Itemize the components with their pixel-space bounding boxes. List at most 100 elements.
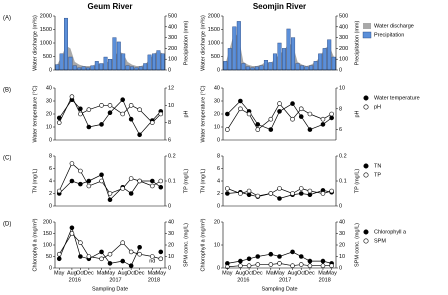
y-tick-label: 6: [217, 166, 220, 172]
y-tick-label: 10: [214, 124, 220, 130]
marker: [99, 178, 104, 184]
bar: [291, 37, 296, 71]
marker: [277, 254, 282, 259]
bar: [94, 61, 99, 71]
y2-tick-label: 6: [168, 137, 171, 143]
bar: [227, 48, 232, 71]
y-axis-label: Water discharge (m³/s): [200, 15, 206, 71]
marker: [246, 192, 252, 198]
y2-tick-label: 300: [339, 35, 348, 41]
marker: [329, 111, 334, 117]
marker: [137, 132, 142, 138]
panel-label: (C): [3, 156, 11, 162]
y2-tick-label: 8: [339, 106, 342, 112]
y-tick-label: 2: [49, 191, 52, 197]
legend-label: pH: [374, 104, 381, 110]
y-tick-label: 0: [217, 265, 220, 271]
x-tick-label: Aug: [118, 270, 128, 276]
legend-label: Water temperature: [374, 95, 420, 101]
marker: [307, 127, 313, 132]
bar: [68, 56, 73, 71]
bar: [331, 56, 336, 71]
y-axis-label: Water temperature (°C): [200, 85, 206, 142]
y2-axis-label: Precipitation (mm): [354, 21, 360, 66]
marker: [277, 261, 282, 266]
y-tick-label: 500: [43, 54, 52, 60]
y-tick-label: 1000: [208, 40, 220, 46]
marker: [69, 161, 75, 166]
bar: [90, 65, 95, 71]
marker: [78, 111, 83, 117]
bar: [143, 63, 148, 71]
y2-tick-label: 400: [168, 24, 177, 30]
bar: [152, 53, 156, 71]
y-tick-label: 1500: [208, 27, 220, 33]
y-tick-label: 0: [49, 137, 52, 143]
x-tick-label: Mar: [318, 270, 328, 276]
bar: [147, 54, 152, 71]
marker: [158, 256, 164, 262]
marker: [320, 191, 326, 196]
marker: [56, 120, 62, 125]
y2-tick-label: 10: [339, 254, 345, 260]
legend-label: SPM: [374, 238, 386, 244]
y-tick-label: 2000: [40, 13, 52, 19]
line: [58, 95, 162, 124]
marker: [298, 106, 304, 112]
marker: [225, 186, 230, 191]
y2-tick-label: 30: [339, 231, 345, 237]
bar: [254, 66, 259, 71]
y-tick-label: 40: [46, 85, 52, 91]
y2-tick-label: 400: [339, 24, 348, 30]
y2-tick-label: 30: [168, 231, 174, 237]
x-tick-label: Mar: [266, 270, 276, 276]
marker: [120, 97, 125, 102]
y2-tick-label: 0: [168, 67, 171, 73]
x-tick-label: May: [105, 270, 116, 276]
column-title: Seomjin River: [253, 2, 306, 11]
marker: [99, 249, 104, 255]
marker: [150, 178, 155, 184]
x-axis-label: Sampling Date: [92, 286, 128, 292]
marker: [307, 188, 313, 194]
marker: [290, 263, 295, 269]
y2-tick-label: 6: [339, 127, 342, 133]
marker: [255, 193, 261, 199]
y-tick-label: 10: [214, 242, 220, 248]
year-label: 2016: [69, 277, 81, 283]
bar: [130, 66, 134, 71]
y2-tick-label: 300: [168, 35, 177, 41]
marker: [290, 249, 295, 255]
marker: [290, 191, 295, 196]
bar: [223, 61, 228, 71]
marker: [246, 188, 252, 194]
line: [58, 162, 161, 194]
marker: [56, 256, 62, 262]
line: [59, 228, 161, 266]
bar: [245, 66, 250, 71]
column-title: Geum River: [88, 2, 133, 11]
bar: [268, 62, 273, 71]
y-axis-label: Water temperature (°C): [32, 85, 38, 142]
marker: [320, 258, 326, 264]
marker: [107, 251, 113, 257]
y-tick-label: 200: [43, 219, 52, 225]
marker: [86, 178, 92, 184]
legend-marker: [363, 238, 369, 244]
marker: [225, 191, 230, 196]
line: [227, 102, 332, 131]
bar: [309, 65, 314, 71]
marker: [150, 254, 155, 259]
y-tick-label: 50: [46, 254, 52, 260]
marker: [78, 240, 83, 245]
legend-label: TP: [374, 172, 381, 178]
y2-tick-label: 0.1: [168, 178, 176, 184]
y-axis-label: TN (mg/L): [200, 168, 206, 193]
y-tick-label: 30: [214, 98, 220, 104]
marker: [277, 186, 282, 191]
marker: [298, 114, 304, 119]
marker: [255, 262, 261, 267]
x-axis-label: Sampling Date: [261, 286, 297, 292]
legend-label: TN: [374, 163, 381, 169]
y2-tick-label: 0: [339, 67, 342, 73]
